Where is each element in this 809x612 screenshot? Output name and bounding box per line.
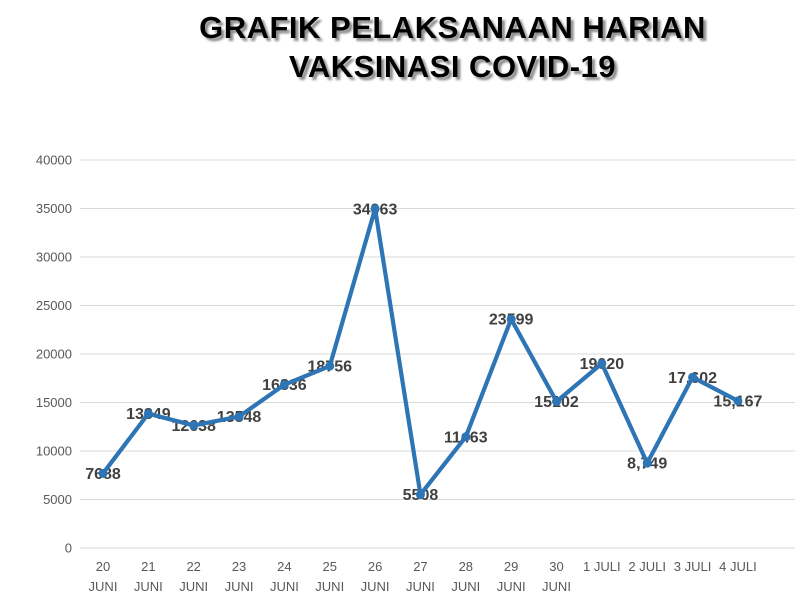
data-point-marker <box>143 409 153 419</box>
data-point-marker <box>189 420 199 430</box>
data-point-marker <box>506 314 516 324</box>
x-axis-tick-label: JUNI <box>134 579 163 594</box>
data-point-marker <box>98 468 108 478</box>
x-axis-tick-label: JUNI <box>451 579 480 594</box>
chart-title-line-1: GRAFIK PELAKSANAAN HARIAN <box>199 10 706 45</box>
x-axis-tick-label: JUNI <box>179 579 208 594</box>
data-point-marker <box>325 361 335 371</box>
x-axis-tick-label: 28 <box>459 559 473 574</box>
data-point-marker <box>597 359 607 369</box>
x-axis-tick-label: 1 JULI <box>583 559 621 574</box>
x-axis-tick-label: 26 <box>368 559 382 574</box>
x-axis-tick-label: 29 <box>504 559 518 574</box>
x-axis-tick-label: JUNI <box>406 579 435 594</box>
x-axis-tick-label: 21 <box>141 559 155 574</box>
y-axis-tick-label: 35000 <box>36 201 72 216</box>
data-point-marker <box>415 490 425 500</box>
x-axis-tick-label: 2 JULI <box>628 559 666 574</box>
data-point-marker <box>461 432 471 442</box>
y-axis-tick-label: 0 <box>65 541 72 556</box>
chart-title: GRAFIK PELAKSANAAN HARIAN VAKSINASI COVI… <box>0 8 809 86</box>
x-axis-tick-label: JUNI <box>361 579 390 594</box>
x-axis-tick-label: JUNI <box>542 579 571 594</box>
x-axis-tick-label: JUNI <box>225 579 254 594</box>
x-axis-tick-label: 25 <box>323 559 337 574</box>
x-axis-tick-label: 20 <box>96 559 110 574</box>
y-axis-tick-label: 5000 <box>43 492 72 507</box>
data-point-marker <box>642 458 652 468</box>
x-axis-tick-label: JUNI <box>89 579 118 594</box>
chart-title-line-2: VAKSINASI COVID-19 <box>288 49 617 84</box>
data-point-marker <box>552 397 561 407</box>
y-axis-tick-label: 10000 <box>36 444 72 459</box>
data-point-marker <box>733 396 743 406</box>
x-axis-tick-label: 23 <box>232 559 246 574</box>
x-axis-tick-label: 30 <box>549 559 563 574</box>
x-axis-tick-label: 27 <box>413 559 427 574</box>
y-axis-tick-label: 40000 <box>36 153 72 168</box>
y-axis-tick-label: 25000 <box>36 298 72 313</box>
x-axis-tick-label: 24 <box>277 559 291 574</box>
data-point-marker <box>370 204 380 214</box>
series-line <box>100 206 741 497</box>
y-axis-tick-label: 15000 <box>36 395 72 410</box>
x-axis-tick-label: JUNI <box>315 579 344 594</box>
x-axis-tick-label: 22 <box>186 559 200 574</box>
x-axis-tick-label: JUNI <box>270 579 299 594</box>
y-axis-tick-label: 20000 <box>36 347 72 362</box>
x-axis-tick-label: JUNI <box>497 579 526 594</box>
y-axis-tick-label: 30000 <box>36 250 72 265</box>
data-point-marker <box>688 372 698 382</box>
x-axis-tick-label: 4 JULI <box>719 559 757 574</box>
data-point-marker <box>279 380 289 390</box>
data-point-marker <box>234 412 244 422</box>
x-axis-tick-label: 3 JULI <box>674 559 712 574</box>
